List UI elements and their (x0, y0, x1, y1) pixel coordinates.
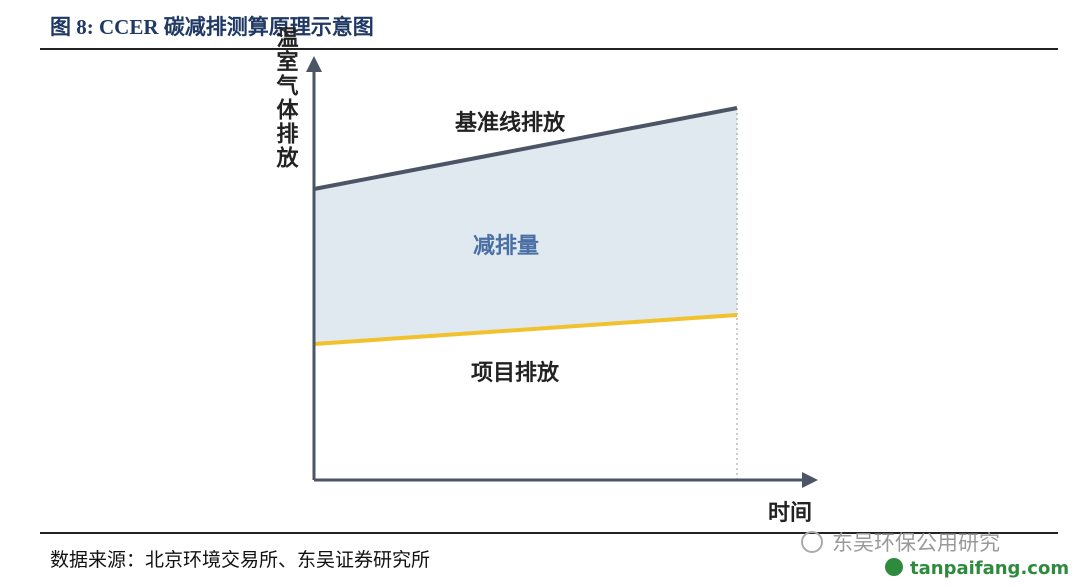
y-axis-arrow (306, 56, 322, 72)
baseline-line (313, 106, 738, 191)
source-note: 数据来源：北京环境交易所、东吴证券研究所 (50, 549, 430, 571)
reduction-label: 减排量 (473, 233, 539, 259)
site-icon (885, 558, 903, 576)
watermark: 东吴环保公用研究 (832, 531, 1000, 555)
figure-title: 图 8: CCER 碳减排测算原理示意图 (50, 15, 374, 39)
project-line (313, 313, 738, 346)
y-axis-label: 温室气体排放 (273, 26, 300, 170)
baseline-label: 基准线排放 (455, 110, 566, 136)
x-axis-label: 时间 (768, 501, 812, 526)
reduction-area (314, 108, 737, 344)
project-label: 项目排放 (471, 360, 560, 386)
watermark-icon (801, 531, 823, 553)
x-axis-arrow (802, 472, 818, 488)
site-watermark: tanpaifang.com (910, 558, 1069, 579)
